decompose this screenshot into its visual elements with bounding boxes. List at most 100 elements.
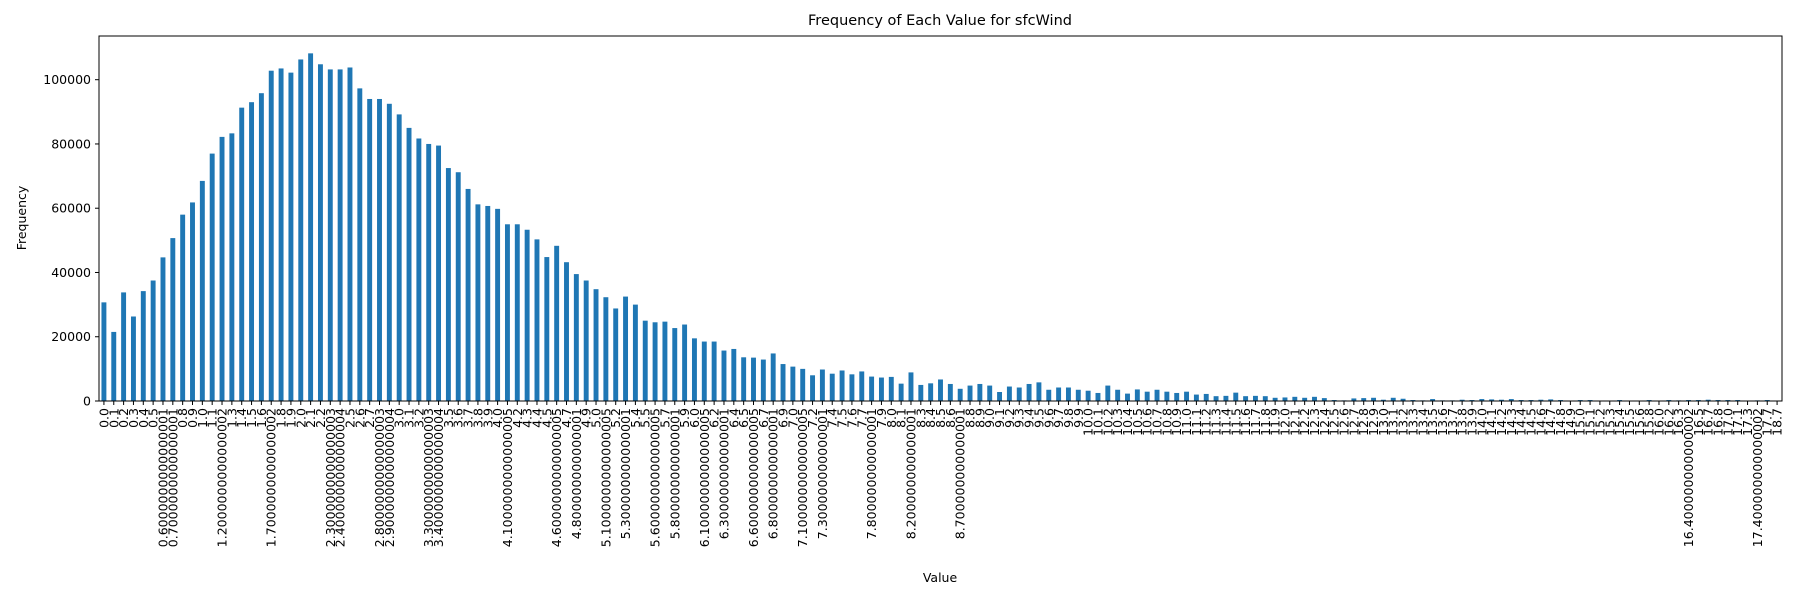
x-tick-label: 16.0 (1651, 408, 1666, 436)
bar (160, 257, 166, 401)
bar (534, 239, 540, 401)
x-tick-label: 0.5 (146, 408, 161, 428)
x-tick-label: 10.1 (1090, 408, 1105, 436)
x-tick-label: 5.800000000000001 (667, 408, 682, 539)
x-tick-label: 17.1 (1730, 408, 1745, 436)
bar (239, 107, 245, 402)
bar (1026, 383, 1032, 401)
bar (1095, 392, 1101, 401)
bar (416, 138, 422, 401)
bar (554, 245, 560, 401)
x-tick-label: 4.9 (579, 408, 594, 428)
x-tick-label: 8.6 (943, 408, 958, 428)
bar (1125, 393, 1130, 401)
bar (1252, 395, 1258, 401)
bar (987, 385, 993, 401)
x-tick-label: 17.0 (1720, 408, 1735, 436)
x-tick-label: 9.3 (1012, 408, 1027, 428)
x-tick-label: 5.0 (589, 408, 604, 428)
bar (150, 280, 156, 401)
bar (1351, 398, 1357, 401)
x-tick-label: 15.3 (1602, 408, 1617, 436)
bar (1193, 394, 1199, 401)
x-tick-label: 2.4000000000000004 (333, 408, 348, 547)
x-tick-label: 7.9 (874, 408, 889, 428)
bar (229, 133, 235, 402)
y-tick-label: 40000 (51, 265, 91, 280)
x-tick-label: 8.4 (923, 408, 938, 428)
bar (1282, 397, 1288, 401)
x-tick-label: 7.2 (805, 408, 820, 428)
x-tick-label: 8.8 (963, 408, 978, 428)
bar (1174, 392, 1180, 401)
bar (288, 72, 294, 401)
x-tick-label: 15.5 (1622, 408, 1637, 436)
bar (524, 229, 530, 401)
bar (810, 375, 816, 401)
x-tick-label: 16.8 (1711, 408, 1726, 436)
x-tick-label: 11.9 (1268, 408, 1283, 436)
x-tick-label: 9.8 (1061, 408, 1076, 428)
x-tick-label: 5.2 (608, 408, 623, 428)
bar (1489, 399, 1495, 401)
bar (613, 308, 619, 401)
x-tick-label: 0.2 (116, 408, 131, 428)
x-tick-label: 1.5 (244, 408, 259, 428)
x-tick-label: 6.1000000000000005 (697, 408, 712, 547)
bar (1213, 396, 1219, 401)
x-tick-label: 13.1 (1386, 408, 1401, 436)
bar (347, 67, 353, 402)
bar (1312, 396, 1317, 401)
bar (790, 366, 796, 401)
x-tick-label: 11.2 (1199, 408, 1214, 436)
x-tick-label: 3.8 (470, 408, 485, 428)
x-tick-label: 12.8 (1356, 408, 1371, 436)
y-axis-label: Frequency (14, 185, 29, 250)
x-tick-label: 2.7 (362, 408, 377, 428)
bar (465, 188, 471, 401)
bar (1508, 399, 1514, 401)
x-tick-label: 9.2 (1002, 408, 1017, 428)
x-tick-label: 9.5 (1031, 408, 1046, 428)
x-tick-label: 4.6000000000000005 (549, 408, 564, 547)
x-tick-label: 8.700000000000001 (953, 408, 968, 539)
x-tick-label: 17.400000000000002 (1750, 408, 1765, 547)
x-tick-label: 10.6 (1140, 408, 1155, 436)
x-tick-label: 7.300000000000001 (815, 408, 830, 539)
bar (386, 103, 392, 401)
bar (662, 321, 668, 401)
x-tick-label: 10.9 (1169, 408, 1184, 436)
bar (760, 359, 766, 401)
y-tick-label: 0 (83, 394, 91, 409)
x-tick-label: 10.2 (1100, 408, 1115, 436)
bar (1430, 399, 1436, 401)
bar (1144, 391, 1150, 401)
bar (918, 384, 924, 401)
x-tick-label: 16.7 (1701, 408, 1716, 436)
x-tick-label: 5.7 (657, 408, 672, 428)
x-tick-label: 3.2 (411, 408, 426, 428)
bar (317, 64, 323, 401)
x-tick-label: 6.0 (687, 408, 702, 428)
x-tick-label: 10.4 (1120, 408, 1135, 436)
bar (652, 322, 658, 401)
bar (121, 292, 127, 401)
x-tick-label: 3.1 (402, 408, 417, 428)
bar (583, 280, 589, 401)
x-tick-label: 15.1 (1583, 408, 1598, 436)
bar (947, 383, 953, 401)
bar (928, 383, 934, 401)
bar (436, 145, 442, 401)
bar (249, 102, 255, 401)
bar (573, 274, 579, 401)
x-tick-label: 5.300000000000001 (618, 408, 633, 539)
x-tick-label: 6.6000000000000005 (746, 408, 761, 547)
bar (337, 69, 343, 401)
x-tick-label: 1.0 (195, 408, 210, 428)
x-tick-label: 12.9 (1366, 408, 1381, 436)
x-tick-label: 14.3 (1504, 408, 1519, 436)
bar (1016, 387, 1022, 401)
bar (1499, 399, 1504, 401)
